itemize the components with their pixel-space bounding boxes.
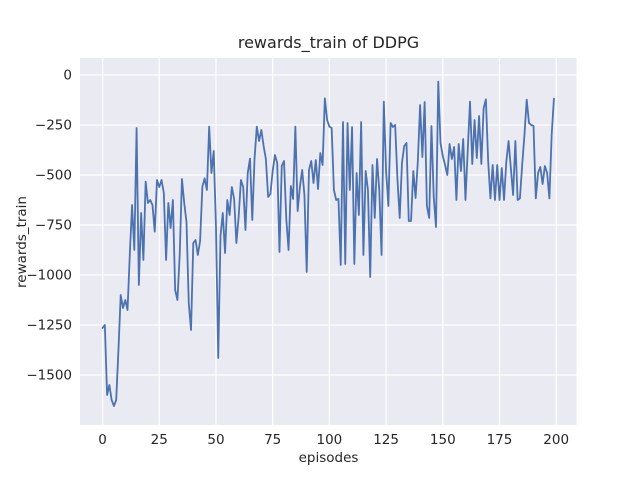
y-tick-label: −250 — [35, 118, 72, 134]
y-tick-label: 0 — [63, 68, 72, 84]
x-tick-label: 50 — [207, 432, 224, 448]
y-tick-label: −1250 — [26, 318, 72, 334]
y-tick-label: −1500 — [26, 368, 72, 384]
series-line — [101, 80, 555, 407]
y-tick-label: −500 — [35, 168, 72, 184]
x-tick-label: 0 — [98, 432, 107, 448]
x-tick-label: 100 — [316, 432, 342, 448]
y-axis-label: rewards_train — [14, 196, 30, 288]
x-axis-label: episodes — [298, 450, 359, 466]
x-tick-label: 125 — [373, 432, 399, 448]
y-tick-label: −750 — [35, 218, 72, 234]
x-tick-label: 25 — [151, 432, 168, 448]
y-tick-label: −1000 — [26, 268, 72, 284]
x-tick-label: 150 — [430, 432, 456, 448]
chart-title: rewards_train of DDPG — [237, 33, 420, 52]
x-tick-label: 200 — [543, 432, 569, 448]
x-tick-label: 75 — [264, 432, 281, 448]
plot-background — [80, 58, 577, 425]
x-tick-label: 175 — [487, 432, 513, 448]
